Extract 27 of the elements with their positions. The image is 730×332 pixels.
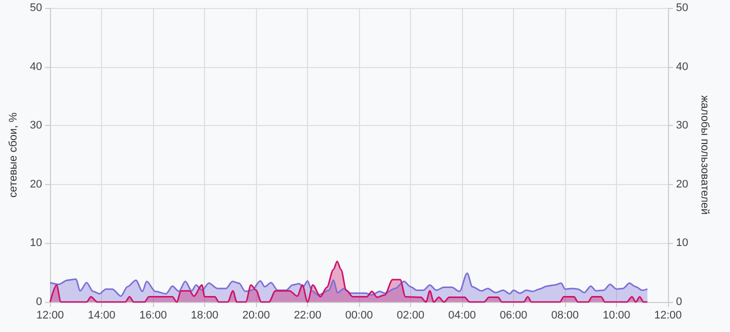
x-tick-label: 08:00	[551, 310, 579, 322]
y2-tick-label: 0	[676, 296, 682, 308]
x-tick-label: 12:00	[36, 310, 64, 322]
y2-tick-label: 40	[676, 60, 688, 73]
y-tick-label: 30	[30, 120, 42, 132]
y-tick-label: 0	[36, 296, 42, 308]
x-tick-label: 10:00	[602, 310, 630, 322]
x-tick-label: 02:00	[396, 310, 424, 322]
y-tick-label: 20	[30, 178, 42, 190]
x-tick-label: 14:00	[88, 310, 116, 322]
y-axis-title: сетевые сбои, %	[8, 112, 20, 198]
x-tick-label: 22:00	[294, 310, 322, 322]
y2-tick-label: 30	[676, 120, 688, 132]
y2-tick-label: 50	[676, 2, 688, 14]
y2-axis-title: жалобы пользователей	[698, 95, 711, 215]
x-tick-label: 20:00	[242, 310, 270, 322]
x-tick-label: 16:00	[139, 310, 167, 322]
x-tick-label: 04:00	[448, 310, 476, 322]
x-tick-label: 06:00	[500, 310, 528, 322]
x-tick-label: 00:00	[345, 310, 373, 322]
x-tick-label: 12:00	[654, 310, 682, 322]
y-tick-label: 40	[30, 60, 42, 73]
y2-tick-label: 10	[676, 237, 688, 250]
y-tick-label: 50	[30, 2, 42, 14]
x-tick-label: 18:00	[190, 310, 218, 322]
y-tick-label: 10	[30, 237, 42, 250]
y2-tick-label: 20	[676, 178, 688, 190]
